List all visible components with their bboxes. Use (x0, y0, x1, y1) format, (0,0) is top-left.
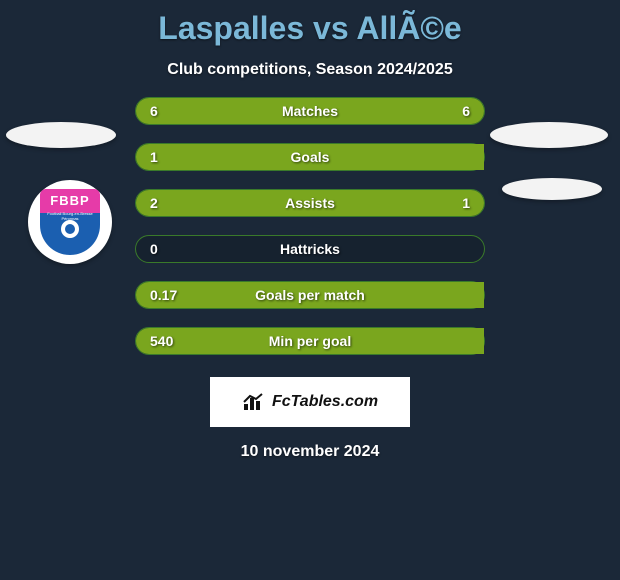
brand-text: FcTables.com (272, 393, 378, 411)
badge-abbr: FBBP (40, 193, 100, 208)
page-title: Laspalles vs AllÃ©e (0, 0, 620, 47)
footer-date: 10 november 2024 (0, 443, 620, 461)
stat-value-left: 0 (150, 241, 158, 257)
bar-chart-icon (242, 392, 266, 412)
left-top-ellipse (6, 122, 116, 148)
stat-value-right: 1 (462, 195, 470, 211)
right-second-ellipse (502, 178, 602, 200)
stat-value-right: 6 (462, 103, 470, 119)
stat-label: Goals (291, 149, 330, 165)
brand-banner[interactable]: FcTables.com (210, 377, 410, 427)
stat-value-left: 540 (150, 333, 173, 349)
page-subtitle: Club competitions, Season 2024/2025 (0, 61, 620, 79)
stat-row: 540 Min per goal (135, 327, 485, 355)
right-top-ellipse (490, 122, 608, 148)
stat-label: Hattricks (280, 241, 340, 257)
shield-icon: FBBP Football Bourg-en-Bresse Péronnas (40, 189, 100, 255)
stat-value-left: 1 (150, 149, 158, 165)
club-badge: FBBP Football Bourg-en-Bresse Péronnas (28, 180, 112, 264)
stat-label: Matches (282, 103, 338, 119)
stat-label: Assists (285, 195, 335, 211)
stat-label: Min per goal (269, 333, 351, 349)
stat-row: 0.17 Goals per match (135, 281, 485, 309)
stat-label: Goals per match (255, 287, 365, 303)
stat-row: 1 Goals (135, 143, 485, 171)
stat-row: 6 6 Matches (135, 97, 485, 125)
stat-value-left: 0.17 (150, 287, 177, 303)
stat-row: 2 1 Assists (135, 189, 485, 217)
stat-row: 0 Hattricks (135, 235, 485, 263)
stat-value-left: 2 (150, 195, 158, 211)
stat-value-left: 6 (150, 103, 158, 119)
